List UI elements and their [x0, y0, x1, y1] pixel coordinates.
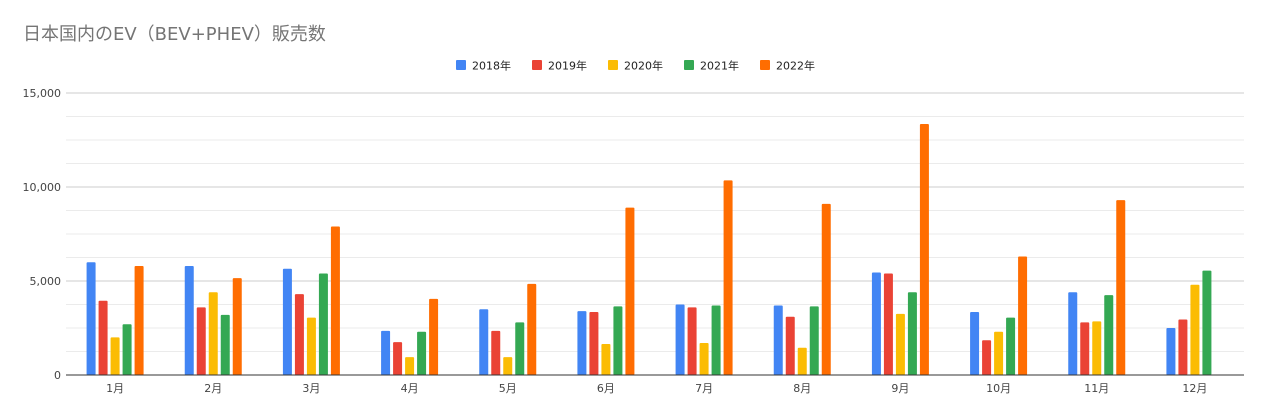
bar-2020年-4月 — [405, 357, 415, 375]
legend-label-2020年: 2020年 — [624, 59, 663, 73]
bar-2021年-2月 — [220, 314, 230, 375]
legend-swatch-2018年 — [456, 60, 466, 70]
bar-2022年-1月 — [134, 265, 144, 375]
bar-2018年-3月 — [282, 268, 292, 375]
bar-2019年-5月 — [491, 330, 501, 375]
bar-2020年-12月 — [1190, 284, 1200, 375]
bar-2020年-8月 — [797, 347, 807, 375]
bar-2021年-7月 — [711, 305, 721, 375]
bar-2022年-10月 — [1018, 256, 1028, 375]
x-tick-label: 2月 — [204, 382, 222, 395]
bar-2022年-4月 — [429, 298, 439, 375]
bar-2021年-10月 — [1006, 317, 1016, 375]
x-tick-label: 4月 — [401, 382, 419, 395]
x-tick-label: 1月 — [106, 382, 124, 395]
bar-2019年-7月 — [687, 307, 697, 375]
bar-2018年-1月 — [86, 262, 96, 375]
legend-swatch-2021年 — [684, 60, 694, 70]
bar-2021年-1月 — [122, 324, 132, 375]
bar-2019年-6月 — [589, 312, 599, 375]
bar-2019年-3月 — [294, 294, 304, 375]
bar-2018年-5月 — [479, 309, 489, 375]
bar-2022年-3月 — [330, 226, 340, 375]
bar-2021年-11月 — [1104, 295, 1114, 375]
bar-2020年-2月 — [208, 292, 218, 375]
bar-2022年-9月 — [919, 124, 929, 376]
x-tick-label: 3月 — [302, 382, 320, 395]
bar-2021年-9月 — [907, 292, 917, 375]
bar-2019年-1月 — [98, 300, 108, 375]
bar-2021年-3月 — [318, 273, 328, 375]
bar-2019年-11月 — [1080, 322, 1090, 375]
bar-2022年-2月 — [232, 278, 242, 375]
legend-label-2022年: 2022年 — [776, 59, 815, 73]
bar-2020年-7月 — [699, 343, 709, 375]
bar-2020年-5月 — [503, 357, 513, 375]
bar-2019年-9月 — [883, 273, 893, 375]
bar-2018年-7月 — [675, 304, 685, 375]
bar-2018年-8月 — [773, 305, 783, 375]
bars — [86, 124, 1212, 376]
bar-2019年-10月 — [982, 340, 992, 375]
bar-2022年-5月 — [527, 283, 537, 375]
bar-2020年-3月 — [306, 317, 316, 375]
x-tick-label: 9月 — [891, 382, 909, 395]
bar-2019年-2月 — [196, 307, 206, 375]
bar-2020年-1月 — [110, 337, 120, 375]
legend-swatch-2020年 — [608, 60, 618, 70]
bar-2018年-11月 — [1068, 292, 1078, 375]
bar-2019年-4月 — [393, 342, 403, 375]
bar-2020年-9月 — [895, 313, 905, 375]
legend: 2018年 2019年 2020年 2021年 2022年 — [456, 59, 815, 73]
y-tick-label: 10,000 — [23, 181, 62, 194]
bar-2018年-9月 — [871, 272, 881, 375]
bar-2022年-6月 — [625, 207, 635, 375]
bar-2020年-6月 — [601, 343, 611, 375]
x-tick-label: 6月 — [597, 382, 615, 395]
legend-swatch-2019年 — [532, 60, 542, 70]
legend-swatch-2022年 — [760, 60, 770, 70]
chart-title: 日本国内のEV（BEV+PHEV）販売数 — [23, 24, 326, 45]
x-tick-label: 12月 — [1182, 382, 1207, 395]
bar-2021年-5月 — [515, 322, 525, 375]
x-tick-label: 10月 — [986, 382, 1011, 395]
bar-2022年-8月 — [821, 203, 831, 375]
axes: 0 5,000 10,000 15,000 1月 2月 3月 4月 5月 6月 7月 8月 9月 10月 1… — [23, 87, 1244, 395]
bar-2021年-6月 — [613, 306, 623, 375]
bar-2021年-8月 — [809, 306, 819, 375]
bar-2021年-12月 — [1202, 270, 1212, 375]
legend-label-2019年: 2019年 — [548, 59, 587, 73]
bar-2021年-4月 — [417, 331, 427, 375]
x-tick-label: 7月 — [695, 382, 713, 395]
bar-2018年-2月 — [184, 265, 194, 375]
bar-2020年-11月 — [1092, 321, 1102, 375]
legend-label-2018年: 2018年 — [472, 59, 511, 73]
x-tick-label: 5月 — [499, 382, 517, 395]
y-tick-label: 5,000 — [30, 275, 62, 288]
y-tick-label: 0 — [54, 369, 61, 382]
bar-2018年-12月 — [1166, 328, 1176, 375]
legend-label-2021年: 2021年 — [700, 59, 739, 73]
bar-2018年-10月 — [970, 312, 980, 375]
bar-2018年-4月 — [381, 330, 391, 375]
bar-2019年-12月 — [1178, 319, 1188, 375]
bar-2022年-11月 — [1116, 200, 1126, 375]
bar-2018年-6月 — [577, 311, 587, 375]
bar-2022年-7月 — [723, 180, 733, 375]
y-tick-label: 15,000 — [23, 87, 62, 100]
x-tick-label: 8月 — [793, 382, 811, 395]
bar-2019年-8月 — [785, 316, 795, 375]
x-tick-label: 11月 — [1084, 382, 1109, 395]
grid-lines — [66, 92, 1244, 352]
bar-2020年-10月 — [994, 331, 1004, 375]
